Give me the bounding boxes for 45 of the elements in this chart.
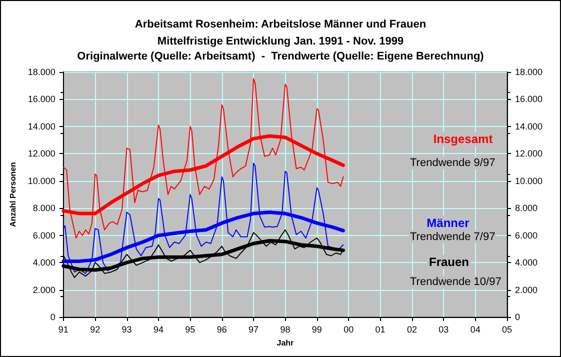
text: Insgesamt <box>433 132 493 146</box>
annotation: Trendwende 7/97 <box>410 231 496 243</box>
y-tick-label: 8.000 <box>32 203 56 214</box>
y-axis-title: Anzahl Personen <box>8 162 18 227</box>
x-tick-label: 98 <box>280 324 290 334</box>
y-tick-label: 14.000 <box>28 121 56 132</box>
y-tick-label: 6.000 <box>32 230 56 240</box>
y2-tick-label: 10.000 <box>515 176 543 186</box>
y2-tick-label: 18.000 <box>515 67 543 77</box>
chart-title: Arbeitsamt Rosenheim: Arbeitslose Männer und Frauen <box>134 18 426 30</box>
chart-subtitle: Mittelfristige Entwicklung Jan. 1991 - Nov. 1999 Originalwerte (Quelle: Arbeitsamt) - Trendwerte (Quelle: Eigene Berechnung) <box>77 36 484 62</box>
text: Männer <box>426 216 470 230</box>
x-axis-title: Jahr <box>276 338 294 348</box>
x-tick-label: 95 <box>185 324 196 334</box>
x-tick-label: 00 <box>344 324 354 334</box>
x-tick-label: 93 <box>122 324 132 334</box>
x-tick-label: 91 <box>58 324 68 334</box>
y2-tick-label: 2.000 <box>515 284 538 295</box>
x-tick-label: 03 <box>438 324 449 334</box>
text: Frauen <box>428 255 470 269</box>
y2-tick-label: 6.000 <box>515 230 538 240</box>
y2-tick-label: 0 <box>515 312 520 322</box>
annotation: Trendwende 10/97 <box>410 276 502 288</box>
annotation: Trendwende 9/97 <box>410 157 496 169</box>
x-tick-label: 97 <box>248 324 259 334</box>
x-tick-label: 05 <box>502 324 512 334</box>
y2-tick-label: 14.000 <box>515 121 543 132</box>
y-tick-label: 16.000 <box>28 94 56 104</box>
y2-tick-label: 8.000 <box>515 203 538 214</box>
x-tick-label: 94 <box>153 324 164 334</box>
y-tick-label: 12.000 <box>28 148 56 159</box>
x-tick-label: 96 <box>216 324 227 334</box>
x-tick-label: 02 <box>406 324 417 334</box>
y2-tick-label: 16.000 <box>515 94 543 104</box>
x-tick-label: 04 <box>470 324 480 334</box>
y2-tick-label: 12.000 <box>515 148 543 159</box>
x-tick-label: 92 <box>90 324 100 334</box>
x-tick-label: 99 <box>312 324 322 334</box>
y-tick-label: 10.000 <box>28 176 56 186</box>
y-tick-label: 2.000 <box>32 284 56 295</box>
y-tick-label: 4.000 <box>32 258 56 268</box>
x-tick-label: 01 <box>375 324 386 334</box>
y-tick-label: 18.000 <box>28 67 56 77</box>
y2-tick-label: 4.000 <box>515 258 538 268</box>
y-tick-label: 0 <box>50 312 56 322</box>
